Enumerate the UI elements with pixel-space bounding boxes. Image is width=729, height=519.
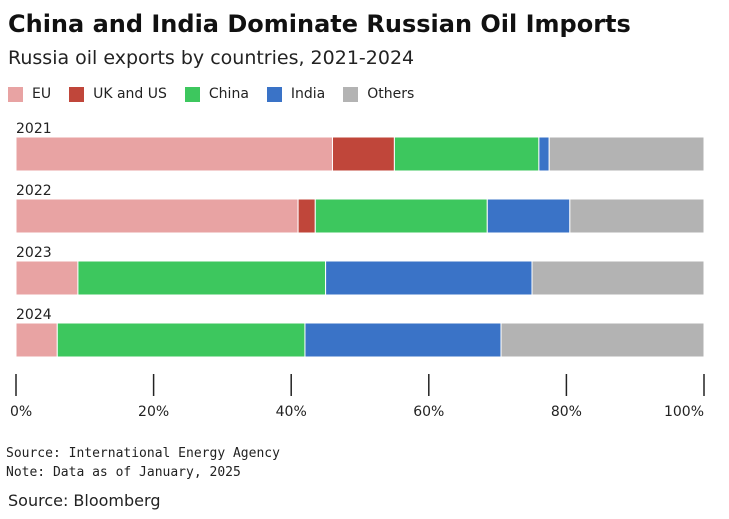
legend-swatch-eu (8, 86, 23, 102)
x-tick-label-4: 80% (551, 404, 582, 420)
bar-2021-others (548, 136, 705, 172)
legend-item-eu: EU (8, 86, 51, 102)
legend-item-china: China (184, 86, 249, 102)
bar-2024-others (500, 322, 705, 358)
bar-2023-india (325, 260, 533, 296)
bar-2022-others (569, 198, 705, 234)
bar-2024-india (304, 322, 502, 358)
legend-label-uk-us: UK and US (93, 86, 167, 102)
data-note: Note: Data as of January, 2025 (6, 465, 241, 480)
legend-label-eu: EU (32, 86, 52, 102)
legend-item-others: Others (343, 86, 414, 102)
category-label-2024: 2024 (16, 307, 52, 323)
source-note: Source: International Energy Agency (6, 446, 280, 461)
x-tick-label-1: 20% (138, 404, 169, 420)
bar-2024-china (56, 322, 306, 358)
bar-2023-china (77, 260, 327, 296)
bar-2021-eu (15, 136, 333, 172)
legend-swatch-others (343, 86, 359, 102)
x-tick-label-2: 40% (276, 404, 307, 420)
legend-label-others: Others (367, 86, 415, 102)
category-label-2021: 2021 (16, 121, 52, 137)
x-tick-label-5: 100% (664, 404, 704, 420)
category-label-2023: 2023 (16, 245, 52, 261)
legend-swatch-india (266, 86, 282, 102)
legend: EU UK and US China India Others (8, 86, 432, 102)
x-tick-label-0: 0% (10, 404, 32, 420)
bar-2022-uk-and-us (297, 198, 316, 234)
category-label-2022: 2022 (16, 183, 52, 199)
bar-2024-eu (15, 322, 58, 358)
bar-2022-china (314, 198, 488, 234)
x-tick-label-3: 60% (413, 404, 444, 420)
legend-item-india: India (266, 86, 326, 102)
legend-swatch-china (184, 86, 200, 102)
legend-item-uk-us: UK and US (69, 86, 167, 102)
bar-2021-uk-and-us (331, 136, 395, 172)
legend-label-india: India (290, 86, 326, 102)
legend-label-china: China (208, 86, 249, 102)
bar-2022-india (486, 198, 571, 234)
bar-2021-china (393, 136, 540, 172)
stacked-bar-chart: 2021 2022 2023 2024 0% 20% 40% 60% 80% 100% (10, 121, 705, 420)
credit-line: Source: Bloomberg (8, 491, 161, 510)
bar-2022-eu (15, 198, 299, 234)
chart-subtitle: Russia oil exports by countries, 2021-20… (8, 47, 415, 69)
bar-2023-others (531, 260, 705, 296)
bar-2021-india (538, 136, 550, 172)
chart-title: China and India Dominate Russian Oil Imp… (8, 10, 631, 38)
legend-swatch-uk-us (69, 86, 85, 102)
bar-2023-eu (15, 260, 79, 296)
